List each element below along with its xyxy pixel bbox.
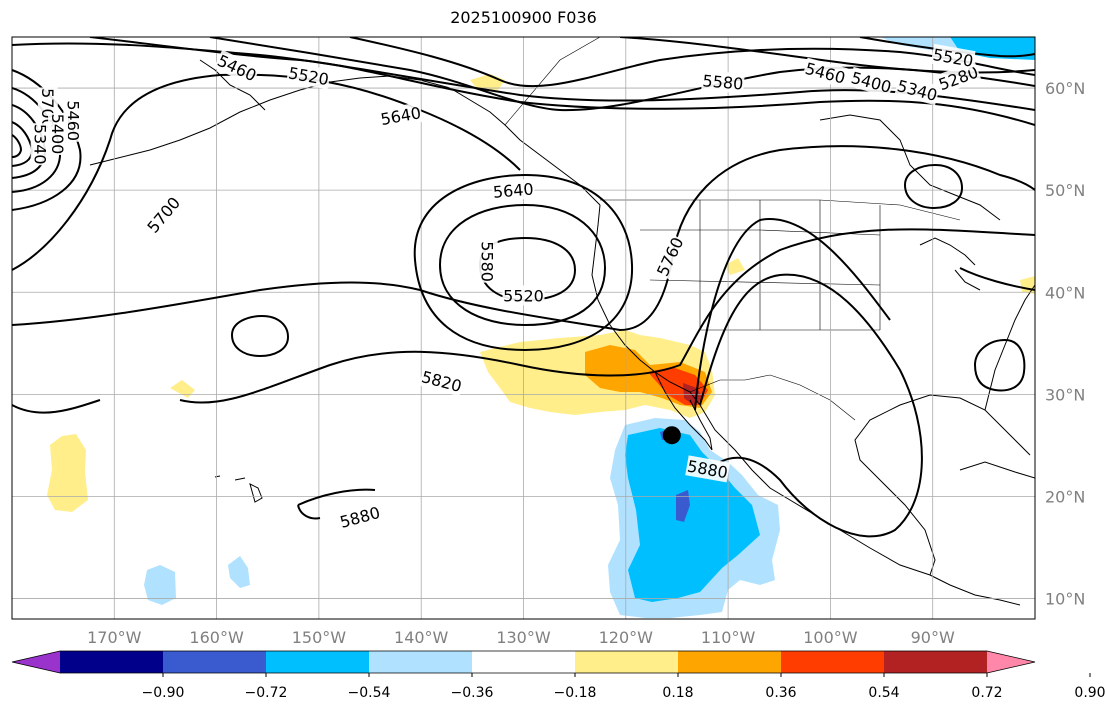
colorbar-tick-label: −0.54 <box>348 685 391 701</box>
contour-label-halo <box>418 366 465 397</box>
colorbar-tick-label: −0.90 <box>142 685 185 701</box>
colorbar-segment <box>678 651 782 673</box>
map-title: 2025100900 F036 <box>450 8 597 27</box>
contour-label-halo <box>802 57 849 88</box>
contour-label-text: 5580 <box>478 241 497 282</box>
colorbar-segment <box>266 651 370 673</box>
colorbar-tick-label: 0.18 <box>662 685 693 701</box>
contour-label-halo <box>213 49 261 86</box>
colorbar-tick-label: −0.18 <box>554 685 597 701</box>
colorbar-tick-label: 0.72 <box>971 685 1002 701</box>
colorbar-tick-label: 0.90 <box>1074 685 1105 701</box>
colorbar-extend-min <box>12 651 60 673</box>
colorbar-outline <box>11 650 1036 674</box>
contour-label-halo <box>336 501 383 532</box>
contour-label-halo <box>848 66 895 98</box>
contour-label: 5640 <box>491 178 536 202</box>
contour-label-halo <box>930 43 976 71</box>
colorbar-segment <box>60 651 164 673</box>
contour-label: 5520 <box>502 285 545 306</box>
contour-label: 5340 <box>30 123 51 166</box>
lat-tick-label: 30°N <box>1045 385 1085 404</box>
storm-center-marker <box>662 426 681 445</box>
contour-label-halo <box>286 62 332 90</box>
lat-tick-label: 60°N <box>1045 79 1085 98</box>
colorbar-tick-label: −0.36 <box>451 685 494 701</box>
lon-tick-label: 110°W <box>701 628 756 647</box>
contour-label-halo <box>701 70 745 94</box>
contour-label-halo <box>894 75 941 106</box>
contour-label-halo <box>30 123 51 166</box>
lat-tick-label: 10°N <box>1045 590 1085 609</box>
colorbar-segment <box>575 651 679 673</box>
contour-label: 5400 <box>48 113 69 155</box>
lon-tick-label: 130°W <box>496 628 551 647</box>
lon-tick-label: 90°W <box>911 628 955 647</box>
contour-label-halo <box>477 240 498 283</box>
contour-label-text: 5460 <box>63 100 82 141</box>
lat-tick-label: 50°N <box>1045 181 1085 200</box>
colorbar-tick-label: 0.54 <box>868 685 899 701</box>
lon-tick-label: 170°W <box>87 628 142 647</box>
colorbar: −0.90 −0.72 −0.54 −0.36 −0.18 0.18 0.36 0.54 0.7… <box>11 650 1105 701</box>
contour-label-text: 5340 <box>31 124 50 165</box>
longitude-tick-labels: 170°W 160°W 150°W 140°W 130°W 120°W 110°W 100°W… <box>87 628 955 647</box>
latitude-tick-labels: 60°N 50°N 40°N 30°N 20°N 10°N <box>1045 79 1085 609</box>
contour-label: 5580 <box>477 240 498 283</box>
contour-label-halo <box>685 455 731 483</box>
contour-label-halo <box>142 192 185 238</box>
lat-tick-label: 20°N <box>1045 487 1085 506</box>
colorbar-segment <box>163 651 267 673</box>
colorbar-segment <box>781 651 885 673</box>
map-border <box>11 36 1036 620</box>
contour-label: 5580 <box>701 70 745 94</box>
contour-label-text: 5580 <box>702 71 744 93</box>
lon-tick-label: 160°W <box>189 628 244 647</box>
colorbar-segment <box>369 651 473 673</box>
colorbar-extend-max <box>987 651 1035 673</box>
contour-label-halo <box>502 285 545 306</box>
contour-label: 5460 <box>63 99 84 142</box>
contour-label-text: 5520 <box>503 286 544 305</box>
colorbar-segment <box>472 651 576 673</box>
contour-label-halo <box>48 113 69 155</box>
contour-label-text: 5640 <box>492 179 534 201</box>
colorbar-tick-label: −0.72 <box>245 685 288 701</box>
lat-tick-label: 40°N <box>1045 283 1085 302</box>
contour-label-halo <box>491 178 536 202</box>
positive-anomaly-shading <box>47 74 1035 512</box>
lon-tick-label: 150°W <box>292 628 347 647</box>
contour-label-halo <box>63 99 84 142</box>
contour-label-text: 5400 <box>48 114 67 155</box>
lon-tick-label: 120°W <box>599 628 654 647</box>
colorbar-segment <box>884 651 988 673</box>
contour-label-halo <box>378 102 424 130</box>
lon-tick-label: 100°W <box>803 628 858 647</box>
lon-tick-label: 140°W <box>394 628 449 647</box>
graticule <box>12 37 1035 619</box>
colorbar-tick-label: 0.36 <box>765 685 796 701</box>
contour-label-halo <box>651 233 688 280</box>
